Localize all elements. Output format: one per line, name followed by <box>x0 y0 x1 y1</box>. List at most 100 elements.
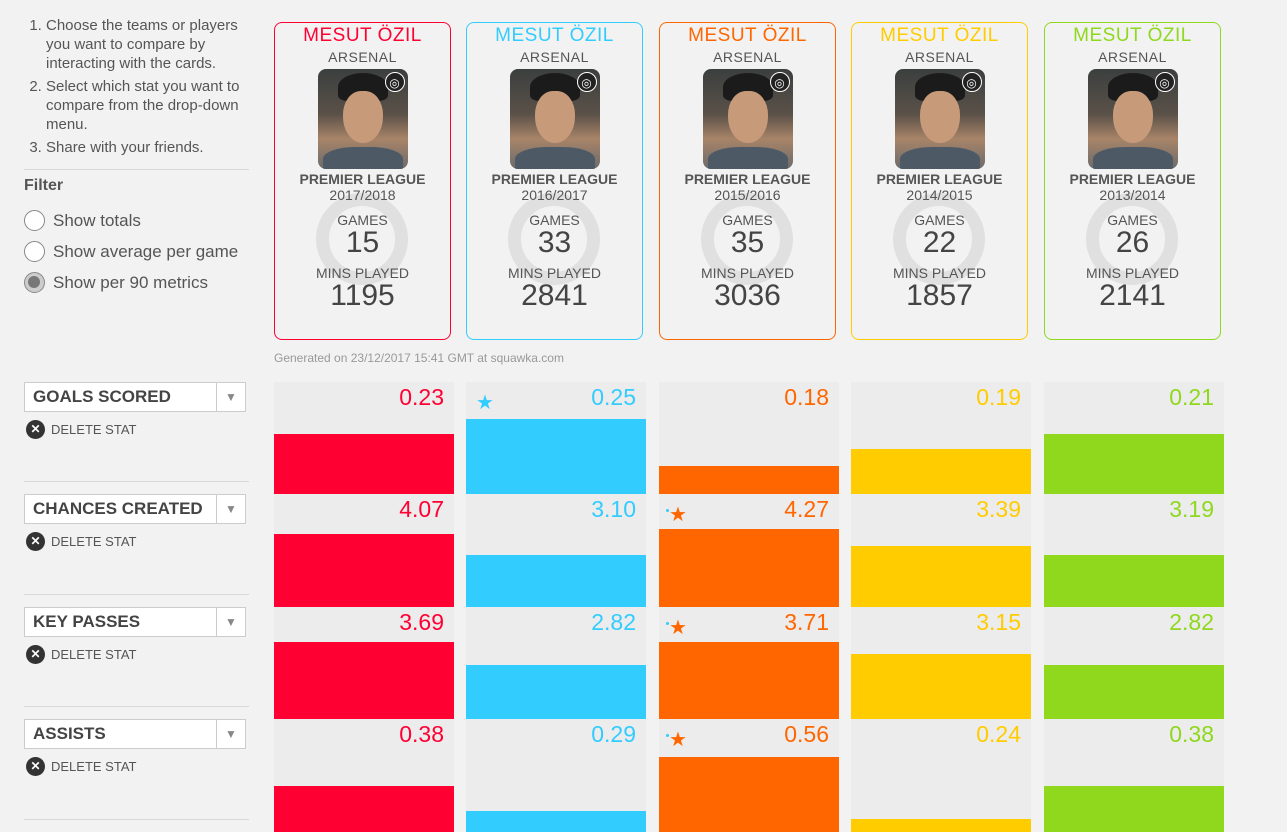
stat-name: ASSISTS <box>33 724 106 743</box>
player-photo: ◎ <box>894 69 985 169</box>
player-card[interactable]: MESUT ÖZIL ARSENAL ◎ PREMIER LEAGUE 2013… <box>1044 22 1221 340</box>
games-label: GAMES <box>337 212 388 228</box>
stat-dropdown[interactable]: KEY PASSES ▼ <box>24 607 246 637</box>
stat-value: 2.82 <box>591 609 636 635</box>
chevron-down-icon[interactable]: ▼ <box>216 383 245 411</box>
player-photo: ◎ <box>1087 69 1178 169</box>
delete-stat-button[interactable]: ✕ DELETE STAT <box>26 757 136 776</box>
games-value: 15 <box>345 226 380 259</box>
star-icon: ★ <box>669 617 687 639</box>
stat-value: 3.71 <box>784 609 829 635</box>
stat-name: GOALS SCORED <box>33 387 171 406</box>
season: 2013/2014 <box>1099 187 1166 203</box>
stat-bar <box>659 529 839 622</box>
stat-value: 3.10 <box>591 496 636 522</box>
player-name: MESUT ÖZIL <box>1073 25 1192 46</box>
stat-value: 3.39 <box>976 496 1021 522</box>
mins-value: 2141 <box>1099 279 1166 312</box>
delete-stat-button[interactable]: ✕ DELETE STAT <box>26 645 136 664</box>
club-badge-icon: ◎ <box>961 72 982 92</box>
stat-cell: ★ 0.25 <box>466 382 646 510</box>
league-name: PREMIER LEAGUE <box>299 171 426 187</box>
player-card[interactable]: MESUT ÖZIL ARSENAL ◎ PREMIER LEAGUE 2016… <box>466 22 643 340</box>
marker-dot <box>666 622 669 625</box>
delete-stat-label: DELETE STAT <box>51 422 137 437</box>
close-circle-icon: ✕ <box>26 645 45 664</box>
marker-dot <box>666 509 669 512</box>
mins-label: MINS PLAYED <box>700 265 795 281</box>
stat-bar <box>659 757 839 832</box>
mins-label: MINS PLAYED <box>1085 265 1180 281</box>
club-badge-icon: ◎ <box>384 72 405 92</box>
stat-value: 0.38 <box>399 721 444 747</box>
stat-cell: 4.07 <box>274 494 454 622</box>
league-name: PREMIER LEAGUE <box>684 171 811 187</box>
star-icon: ★ <box>476 392 494 414</box>
stat-value: 0.56 <box>784 721 829 747</box>
club-badge-icon: ◎ <box>769 72 790 92</box>
stat-bar <box>466 811 646 832</box>
stat-value: 0.21 <box>1169 384 1214 410</box>
filter-option-totals[interactable]: Show totals <box>24 210 141 231</box>
close-circle-icon: ✕ <box>26 532 45 551</box>
filter-option-average[interactable]: Show average per game <box>24 241 238 262</box>
stat-cell: ★ 3.71 <box>659 607 839 735</box>
player-card[interactable]: MESUT ÖZIL ARSENAL ◎ PREMIER LEAGUE 2014… <box>851 22 1028 340</box>
chevron-down-icon[interactable]: ▼ <box>216 720 245 748</box>
stat-bar <box>1044 786 1224 832</box>
stat-name: KEY PASSES <box>33 612 141 631</box>
radio-button[interactable] <box>24 210 45 231</box>
player-card[interactable]: MESUT ÖZIL ARSENAL ◎ PREMIER LEAGUE 2017… <box>274 22 451 340</box>
stat-cell: 3.39 <box>851 494 1031 622</box>
stat-bar <box>274 786 454 832</box>
games-value: 35 <box>730 226 765 259</box>
stat-cell: 2.82 <box>466 607 646 735</box>
player-card[interactable]: MESUT ÖZIL ARSENAL ◎ PREMIER LEAGUE 2015… <box>659 22 836 340</box>
instruction-item: Choose the teams or players you want to … <box>46 16 264 73</box>
league-name: PREMIER LEAGUE <box>1069 171 1196 187</box>
stat-cell: 3.19 <box>1044 494 1224 622</box>
divider <box>24 481 249 482</box>
stat-bar <box>851 819 1031 832</box>
radio-button-selected[interactable] <box>24 272 45 293</box>
player-name: MESUT ÖZIL <box>688 25 807 46</box>
stat-dropdown[interactable]: GOALS SCORED ▼ <box>24 382 246 412</box>
games-value: 22 <box>922 226 957 259</box>
stat-value: 3.15 <box>976 609 1021 635</box>
league-name: PREMIER LEAGUE <box>491 171 618 187</box>
player-photo: ◎ <box>509 69 600 169</box>
radio-button[interactable] <box>24 241 45 262</box>
divider <box>24 706 249 707</box>
divider <box>24 819 249 820</box>
stat-cell: 0.38 <box>274 719 454 832</box>
chevron-down-icon[interactable]: ▼ <box>216 495 245 523</box>
stat-dropdown[interactable]: CHANCES CREATED ▼ <box>24 494 246 524</box>
filter-option-per90[interactable]: Show per 90 metrics <box>24 272 208 293</box>
games-label: GAMES <box>722 212 773 228</box>
mins-value: 1857 <box>906 279 973 312</box>
games-value: 33 <box>537 226 572 259</box>
stat-cell: 0.24 <box>851 719 1031 832</box>
mins-label: MINS PLAYED <box>892 265 987 281</box>
stat-value: 0.38 <box>1169 721 1214 747</box>
stat-value: 0.18 <box>784 384 829 410</box>
delete-stat-button[interactable]: ✕ DELETE STAT <box>26 532 136 551</box>
club-name: ARSENAL <box>905 49 974 65</box>
stat-cell: ★ 0.56 <box>659 719 839 832</box>
mins-value: 1195 <box>330 279 395 312</box>
stat-value: 0.24 <box>976 721 1021 747</box>
player-photo: ◎ <box>317 69 408 169</box>
season: 2017/2018 <box>329 187 396 203</box>
chevron-down-icon[interactable]: ▼ <box>216 608 245 636</box>
filter-option-label: Show totals <box>53 210 141 230</box>
club-name: ARSENAL <box>1098 49 1167 65</box>
mins-value: 3036 <box>714 279 781 312</box>
delete-stat-button[interactable]: ✕ DELETE STAT <box>26 420 136 439</box>
club-name: ARSENAL <box>520 49 589 65</box>
mins-label: MINS PLAYED <box>507 265 602 281</box>
close-circle-icon: ✕ <box>26 420 45 439</box>
stat-dropdown[interactable]: ASSISTS ▼ <box>24 719 246 749</box>
season: 2016/2017 <box>521 187 588 203</box>
stat-cell: 3.69 <box>274 607 454 735</box>
filter-title: Filter <box>24 177 64 194</box>
